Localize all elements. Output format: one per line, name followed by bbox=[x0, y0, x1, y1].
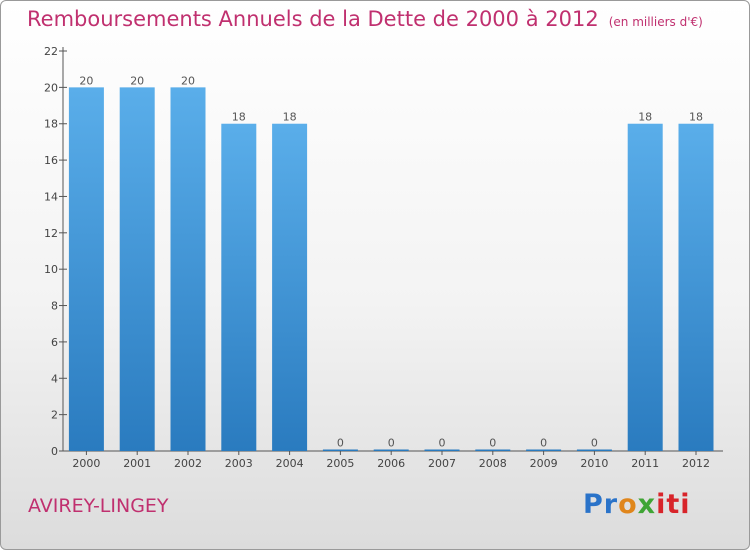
bar bbox=[526, 449, 562, 451]
chart-title: Remboursements Annuels de la Dette de 20… bbox=[27, 7, 703, 31]
x-tick-label: 2009 bbox=[530, 457, 558, 470]
x-tick-label: 2002 bbox=[174, 457, 202, 470]
y-tick-label: 10 bbox=[44, 263, 58, 276]
x-tick-label: 2000 bbox=[72, 457, 100, 470]
y-tick-label: 20 bbox=[44, 81, 58, 94]
x-tick-label: 2006 bbox=[377, 457, 405, 470]
chart-unit: (en milliers d'€) bbox=[608, 15, 703, 29]
y-tick-label: 0 bbox=[51, 445, 58, 458]
bar bbox=[627, 123, 663, 452]
bar bbox=[475, 449, 511, 451]
x-tick-label: 2007 bbox=[428, 457, 456, 470]
data-label: 20 bbox=[130, 74, 144, 87]
y-tick-label: 8 bbox=[51, 300, 58, 313]
y-tick-label: 12 bbox=[44, 227, 58, 240]
logo-part-1: Pr bbox=[583, 489, 619, 520]
x-tick-label: 2003 bbox=[225, 457, 253, 470]
data-label: 0 bbox=[540, 437, 547, 450]
bar bbox=[68, 87, 104, 451]
data-label: 0 bbox=[337, 437, 344, 450]
bar bbox=[221, 123, 257, 452]
bar bbox=[678, 123, 714, 452]
data-label: 0 bbox=[591, 437, 598, 450]
commune-name: AVIREY-LINGEY bbox=[28, 495, 169, 517]
data-label: 18 bbox=[638, 111, 652, 124]
logo-part-2: o bbox=[618, 489, 638, 520]
y-tick-label: 4 bbox=[51, 372, 58, 385]
y-tick-label: 2 bbox=[51, 409, 58, 422]
x-tick-label: 2004 bbox=[276, 457, 304, 470]
x-tick-label: 2008 bbox=[479, 457, 507, 470]
x-tick-label: 2001 bbox=[123, 457, 151, 470]
bar bbox=[424, 449, 460, 451]
y-tick-label: 16 bbox=[44, 154, 58, 167]
bar bbox=[119, 87, 155, 451]
x-tick-label: 2005 bbox=[326, 457, 354, 470]
logo-part-3: x bbox=[637, 489, 657, 520]
bar bbox=[373, 449, 409, 451]
logo-part-4: iti bbox=[656, 489, 691, 520]
data-label: 20 bbox=[79, 74, 93, 87]
data-label: 18 bbox=[232, 111, 246, 124]
data-label: 0 bbox=[388, 437, 395, 450]
y-tick-label: 22 bbox=[44, 45, 58, 58]
bar bbox=[576, 449, 612, 451]
data-label: 18 bbox=[283, 111, 297, 124]
bar bbox=[272, 123, 308, 452]
data-label: 0 bbox=[489, 437, 496, 450]
data-label: 18 bbox=[689, 111, 703, 124]
chart-title-text: Remboursements Annuels de la Dette de 20… bbox=[27, 7, 599, 31]
data-label: 20 bbox=[181, 74, 195, 87]
x-tick-label: 2012 bbox=[682, 457, 710, 470]
x-tick-label: 2011 bbox=[631, 457, 659, 470]
y-tick-label: 6 bbox=[51, 336, 58, 349]
x-tick-label: 2010 bbox=[580, 457, 608, 470]
bar bbox=[322, 449, 358, 451]
proxiti-logo: Proxiti bbox=[583, 489, 691, 520]
y-tick-label: 18 bbox=[44, 118, 58, 131]
data-label: 0 bbox=[439, 437, 446, 450]
y-tick-label: 14 bbox=[44, 190, 58, 203]
bar bbox=[170, 87, 206, 451]
